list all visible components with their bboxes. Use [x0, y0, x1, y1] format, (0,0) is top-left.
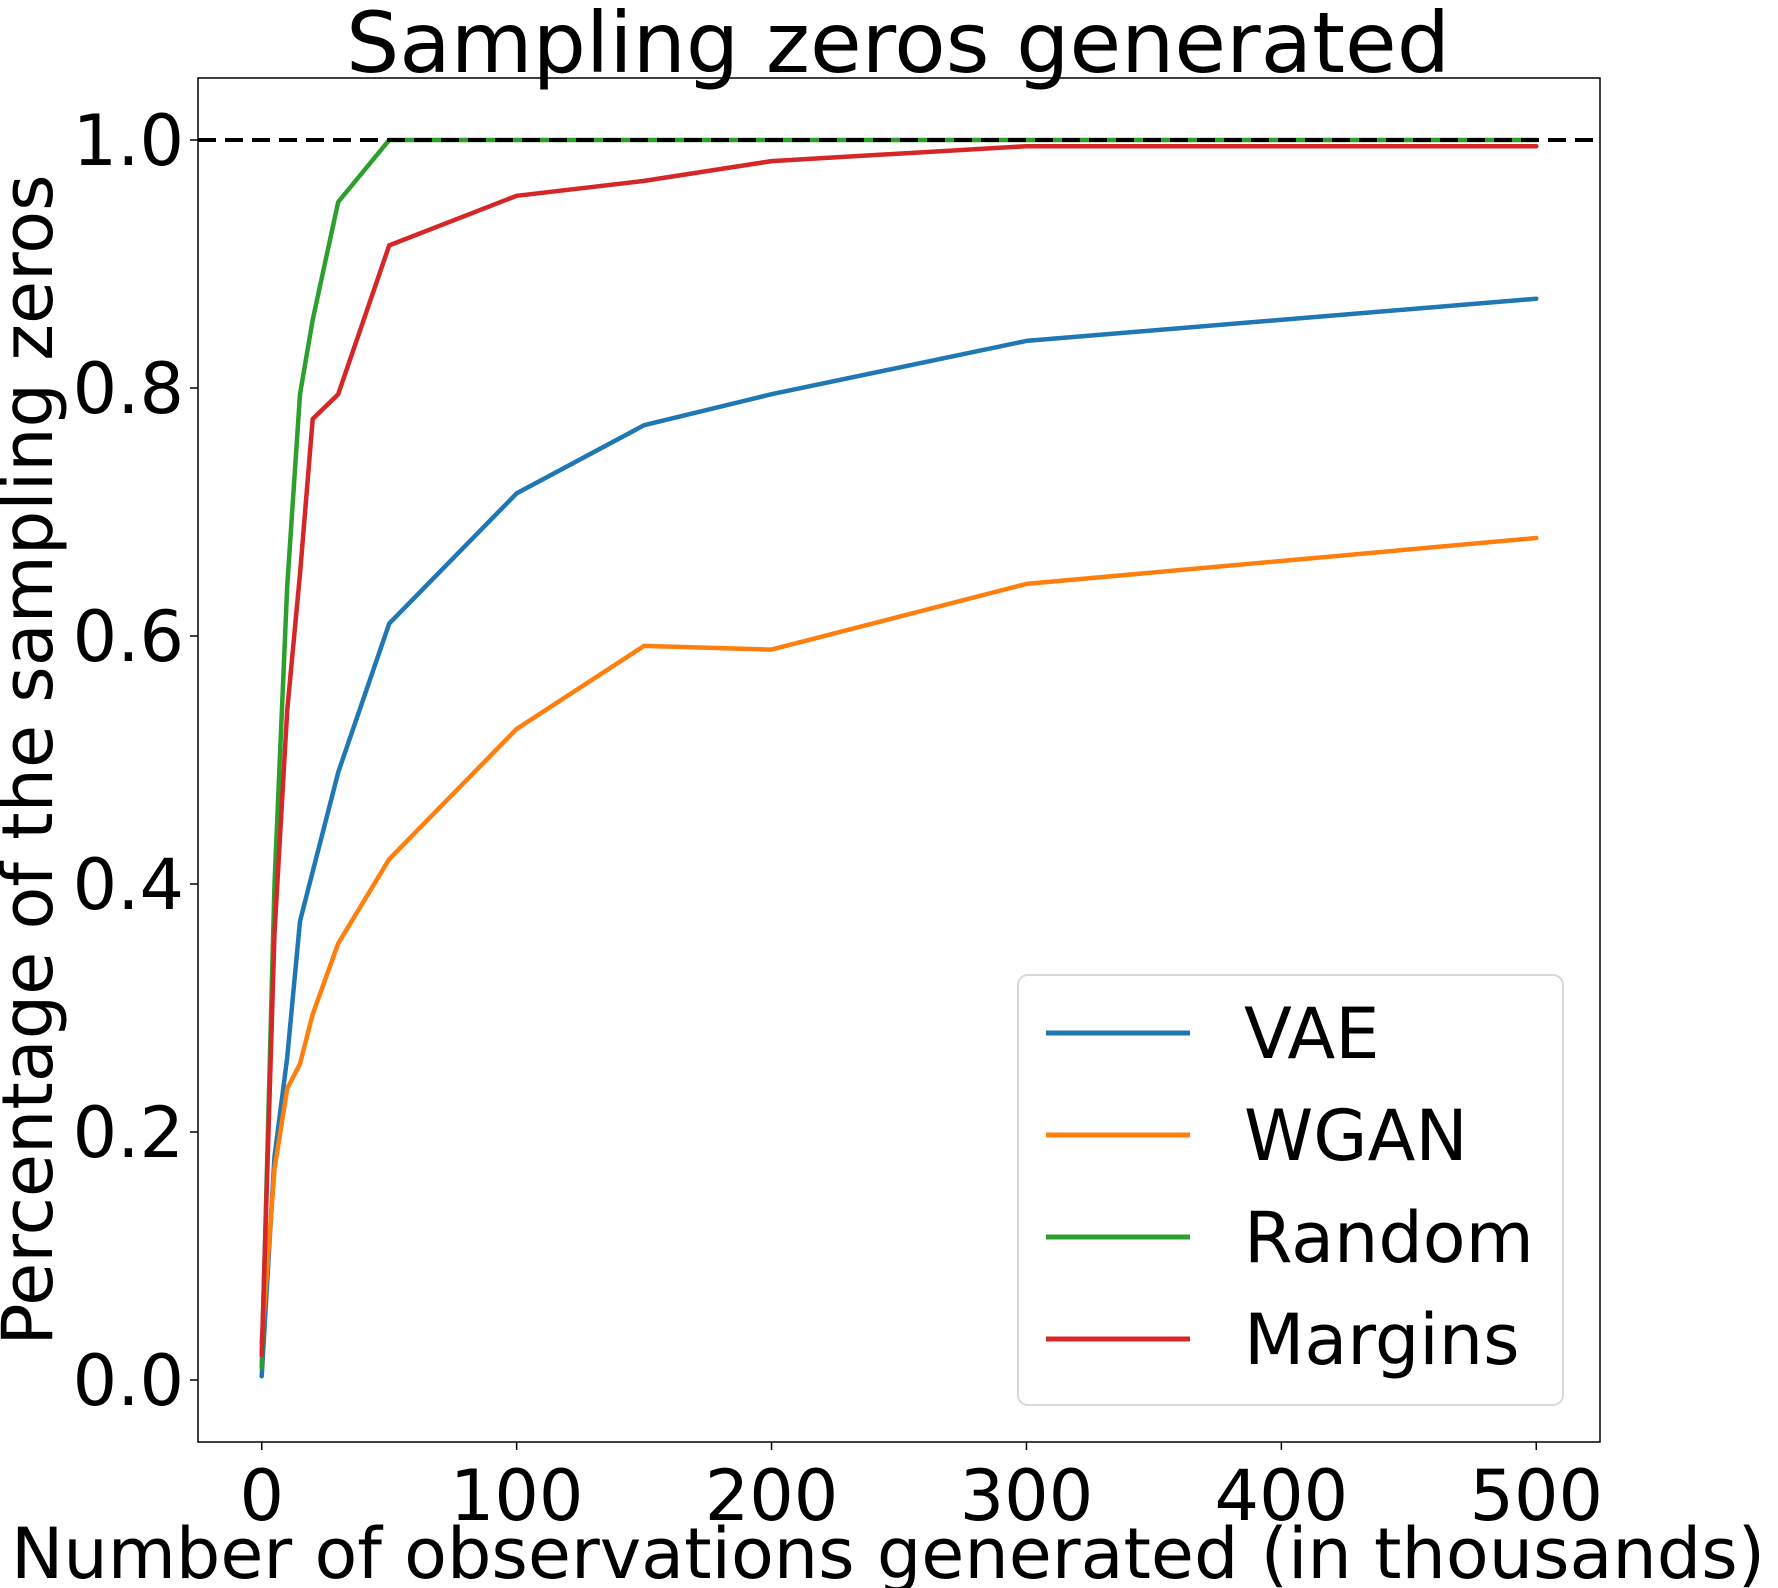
- x-axis-ticks: 0 100 200 300 400 500: [239, 1442, 1603, 1537]
- legend-label-wgan: WGAN: [1244, 1095, 1468, 1177]
- plot-area: [198, 137, 1600, 1379]
- y-tick-label: 0.6: [73, 596, 184, 678]
- y-tick-label: 0.0: [73, 1340, 184, 1422]
- legend-label-random: Random: [1244, 1197, 1534, 1279]
- y-tick-label: 0.2: [73, 1092, 184, 1174]
- x-tick-label: 400: [1215, 1455, 1349, 1537]
- y-axis-ticks: 0.0 0.2 0.4 0.6 0.8 1.0: [73, 100, 198, 1422]
- legend-label-margins: Margins: [1244, 1299, 1520, 1381]
- x-tick-label: 200: [705, 1455, 839, 1537]
- y-tick-label: 1.0: [73, 100, 184, 182]
- series-line-wgan: [259, 535, 1539, 1346]
- y-axis-label: Percentage of the sampling zeros: [0, 174, 69, 1345]
- x-tick-label: 100: [450, 1455, 584, 1537]
- x-axis-label: Number of observations generated (in tho…: [11, 1513, 1765, 1588]
- legend-box: [1017, 974, 1564, 1406]
- legend: VAE WGAN Random Margins: [1017, 974, 1564, 1406]
- x-tick-label: 0: [239, 1455, 284, 1537]
- x-tick-label: 300: [960, 1455, 1094, 1537]
- series-line-margins: [259, 143, 1539, 1358]
- y-tick-label: 0.8: [73, 348, 184, 430]
- plot-frame: [197, 77, 1601, 1443]
- y-tick-label: 0.4: [73, 844, 184, 926]
- x-tick-label: 500: [1469, 1455, 1603, 1537]
- legend-label-vae: VAE: [1244, 993, 1380, 1075]
- series-line-random: [259, 137, 1539, 1370]
- series-line-vae: [259, 296, 1539, 1379]
- chart-title: Sampling zeros generated: [346, 0, 1450, 92]
